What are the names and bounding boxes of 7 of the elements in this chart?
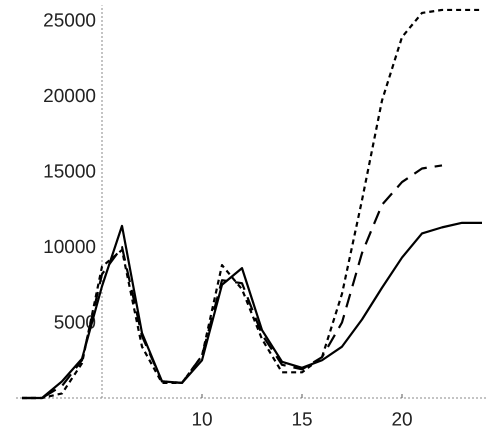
y-tick-label: 10000 — [43, 237, 96, 258]
y-tick-label: 25000 — [43, 10, 96, 32]
x-tick-label: 15 — [291, 409, 313, 430]
x-tick-label: 20 — [391, 409, 413, 430]
x-tick-label: 10 — [191, 409, 213, 430]
y-tick-label: 20000 — [43, 86, 96, 108]
y-tick-label: 15000 — [43, 162, 96, 183]
